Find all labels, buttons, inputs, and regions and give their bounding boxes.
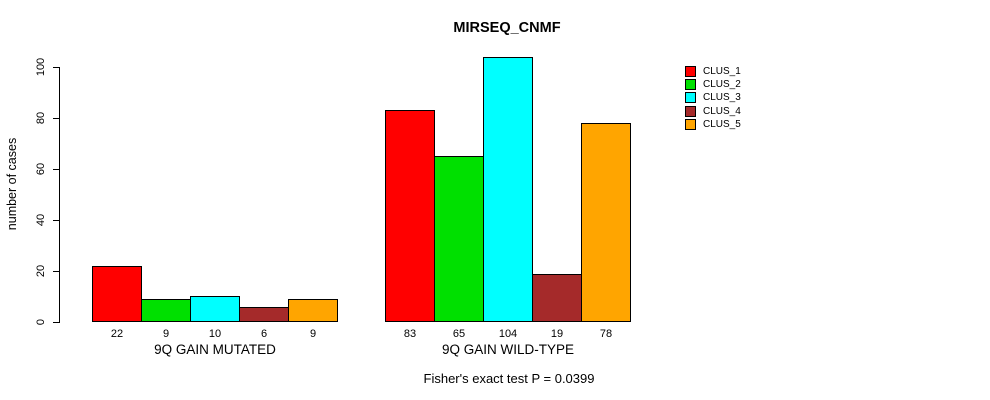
chart-title: MIRSEQ_CNMF [453, 20, 561, 36]
y-tick-mark [53, 220, 59, 221]
bar-value-label: 10 [208, 328, 222, 340]
bar-value-label: 9 [309, 328, 317, 340]
bar-value-label: 22 [110, 328, 124, 340]
y-tick-label: 60 [35, 162, 47, 176]
legend-label: CLUS_5 [703, 118, 741, 130]
legend-swatch-icon [685, 66, 696, 78]
y-tick-mark [53, 118, 59, 119]
bar-clus_5-2 [581, 123, 631, 322]
y-tick-mark [53, 169, 59, 170]
bar-value-label: 83 [403, 328, 417, 340]
group-label: 9Q GAIN MUTATED [154, 342, 276, 357]
bar-clus_5-1 [288, 299, 338, 322]
y-tick-label: 20 [35, 264, 47, 278]
y-tick-mark [53, 67, 59, 68]
y-tick-mark [53, 271, 59, 272]
legend-item-clus_2: CLUS_2 [685, 78, 741, 91]
y-tick-label: 100 [35, 57, 47, 77]
bar-value-label: 6 [260, 328, 268, 340]
bar-clus_2-2 [434, 156, 484, 322]
y-tick-label: 80 [35, 111, 47, 125]
legend-swatch-icon [685, 105, 696, 117]
legend-swatch-icon [685, 79, 696, 91]
legend-label: CLUS_3 [703, 92, 741, 104]
group-label: 9Q GAIN WILD-TYPE [441, 342, 575, 357]
y-tick-mark [53, 322, 59, 323]
legend-swatch-icon [685, 118, 696, 130]
bar-clus_4-2 [532, 274, 582, 322]
bar-clus_1-1 [92, 266, 142, 322]
legend-swatch-icon [685, 92, 696, 104]
bar-value-label: 9 [162, 328, 170, 340]
legend-label: CLUS_1 [703, 66, 741, 78]
legend-item-clus_5: CLUS_5 [685, 118, 741, 131]
legend-item-clus_1: CLUS_1 [685, 65, 741, 78]
y-tick-label: 0 [35, 318, 47, 326]
legend-label: CLUS_2 [703, 79, 741, 91]
legend-item-clus_4: CLUS_4 [685, 105, 741, 118]
y-axis [59, 67, 60, 323]
bar-clus_4-1 [239, 307, 289, 322]
annotation-fishers-test: Fisher's exact test P = 0.0399 [423, 371, 595, 386]
bar-value-label: 65 [452, 328, 466, 340]
bar-clus_3-2 [483, 57, 533, 322]
legend: CLUS_1 CLUS_2 CLUS_3 CLUS_4 CLUS_5 [685, 65, 741, 131]
legend-label: CLUS_4 [703, 105, 741, 117]
y-axis-title: number of cases [5, 137, 19, 231]
legend-item-clus_3: CLUS_3 [685, 91, 741, 104]
y-tick-label: 40 [35, 213, 47, 227]
bar-clus_3-1 [190, 296, 240, 322]
bar-clus_1-2 [385, 110, 435, 322]
bar-value-label: 104 [498, 328, 518, 340]
bar-value-label: 19 [550, 328, 564, 340]
bar-value-label: 78 [599, 328, 613, 340]
bar-clus_2-1 [141, 299, 191, 322]
